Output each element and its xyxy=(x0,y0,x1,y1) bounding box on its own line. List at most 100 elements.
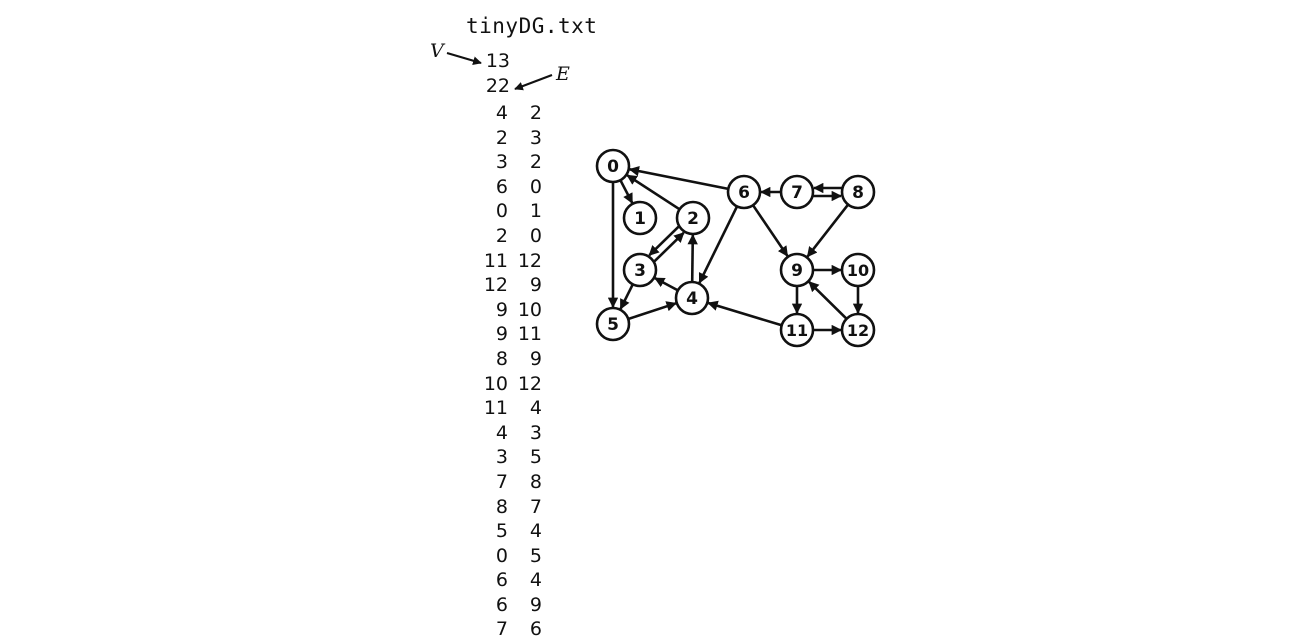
edge-8-to-9 xyxy=(806,203,850,258)
edge-5-to-4 xyxy=(627,301,677,321)
edge-from-vertex: 8 xyxy=(495,495,508,518)
vertex-circle xyxy=(840,252,876,288)
edge-list-row: 9 11 xyxy=(470,322,542,347)
vertex-label: 8 xyxy=(852,183,864,203)
edge-from-vertex: 12 xyxy=(483,274,508,297)
edge-from-vertex: 4 xyxy=(495,421,508,444)
edge-from-vertex: 9 xyxy=(495,323,508,346)
edge-from-vertex: 11 xyxy=(483,249,508,272)
vertex-label: 5 xyxy=(607,315,619,335)
edge-to-vertex: 0 xyxy=(529,224,542,247)
edge-from-vertex: 10 xyxy=(483,372,508,395)
vertex-circle xyxy=(595,306,631,342)
edge-list-row: 11 12 xyxy=(470,249,542,274)
vertex-node-11: 11 xyxy=(779,312,815,348)
vertex-label: 9 xyxy=(791,261,803,281)
edge-to-vertex: 11 xyxy=(517,323,542,346)
edge-from-vertex: 7 xyxy=(495,470,508,493)
edge-to-vertex: 12 xyxy=(517,249,542,272)
vertex-label: 2 xyxy=(687,209,699,229)
e-pointer-arrow xyxy=(514,73,553,91)
vertex-node-8: 8 xyxy=(840,174,876,210)
edge-6-to-4 xyxy=(698,205,739,284)
vertex-circle xyxy=(779,252,815,288)
edge-from-vertex: 6 xyxy=(495,593,508,616)
vertex-node-0: 0 xyxy=(595,148,631,184)
file-title: tinyDG.txt xyxy=(466,14,598,38)
edge-to-vertex: 8 xyxy=(529,470,542,493)
edge-2-to-0 xyxy=(626,174,681,211)
edge-list-row: 9 10 xyxy=(470,298,542,323)
edge-11-to-4 xyxy=(707,300,783,327)
v-annotation-label: V xyxy=(430,40,444,62)
edge-from-vertex: 3 xyxy=(495,446,508,469)
edge-12-to-9 xyxy=(808,280,848,320)
vertex-circle xyxy=(840,174,876,210)
v-pointer-arrow xyxy=(446,51,482,65)
edge-2-to-3 xyxy=(648,225,680,257)
vertex-node-5: 5 xyxy=(595,306,631,342)
vertex-node-2: 2 xyxy=(675,200,711,236)
vertex-circle xyxy=(622,252,658,288)
edge-from-vertex: 4 xyxy=(495,102,508,124)
vertex-label: 4 xyxy=(686,289,698,309)
edge-to-vertex: 5 xyxy=(529,544,542,567)
vertex-node-10: 10 xyxy=(840,252,876,288)
vertex-label: 12 xyxy=(847,321,869,340)
vertex-label: 7 xyxy=(791,183,803,203)
edge-from-vertex: 5 xyxy=(495,520,508,543)
edge-to-vertex: 5 xyxy=(529,446,542,469)
edge-to-vertex: 4 xyxy=(529,397,542,420)
edge-to-vertex: 9 xyxy=(529,274,542,297)
e-annotation-label: E xyxy=(556,63,570,85)
edge-count: 22 xyxy=(485,75,510,97)
vertex-node-12: 12 xyxy=(840,312,876,348)
edge-list-row: 10 12 xyxy=(470,372,542,397)
edge-4-to-3 xyxy=(654,276,679,292)
edge-from-vertex: 8 xyxy=(495,347,508,370)
edge-to-vertex: 0 xyxy=(529,175,542,198)
edge-3-to-2 xyxy=(653,231,685,263)
edge-to-vertex: 1 xyxy=(529,200,542,223)
edge-list-row: 11 4 xyxy=(470,396,542,421)
edge-from-vertex: 11 xyxy=(483,397,508,420)
edge-to-vertex: 4 xyxy=(529,520,542,543)
edge-6-to-0 xyxy=(628,166,729,191)
edge-list-row: 12 9 xyxy=(470,273,542,298)
edge-from-vertex: 3 xyxy=(495,151,508,174)
vertex-count: 13 xyxy=(485,50,510,72)
vertex-label: 10 xyxy=(847,261,869,280)
edge-from-vertex: 6 xyxy=(495,175,508,198)
vertex-label: 1 xyxy=(634,209,646,229)
edge-6-to-9 xyxy=(751,204,789,257)
vertex-node-4: 4 xyxy=(674,280,710,316)
vertex-label: 11 xyxy=(786,321,808,340)
edge-3-to-5 xyxy=(619,283,634,310)
edge-to-vertex: 2 xyxy=(529,151,542,174)
vertex-circle xyxy=(595,148,631,184)
edge-0-to-1 xyxy=(619,179,634,204)
vertex-circle xyxy=(779,174,815,210)
edge-to-vertex: 3 xyxy=(529,126,542,149)
vertex-label: 0 xyxy=(607,157,619,177)
vertex-node-3: 3 xyxy=(622,252,658,288)
vertex-circle xyxy=(779,312,815,348)
vertex-circle xyxy=(840,312,876,348)
edge-to-vertex: 7 xyxy=(529,495,542,518)
edge-from-vertex: 0 xyxy=(495,544,508,567)
vertex-circle xyxy=(675,200,711,236)
